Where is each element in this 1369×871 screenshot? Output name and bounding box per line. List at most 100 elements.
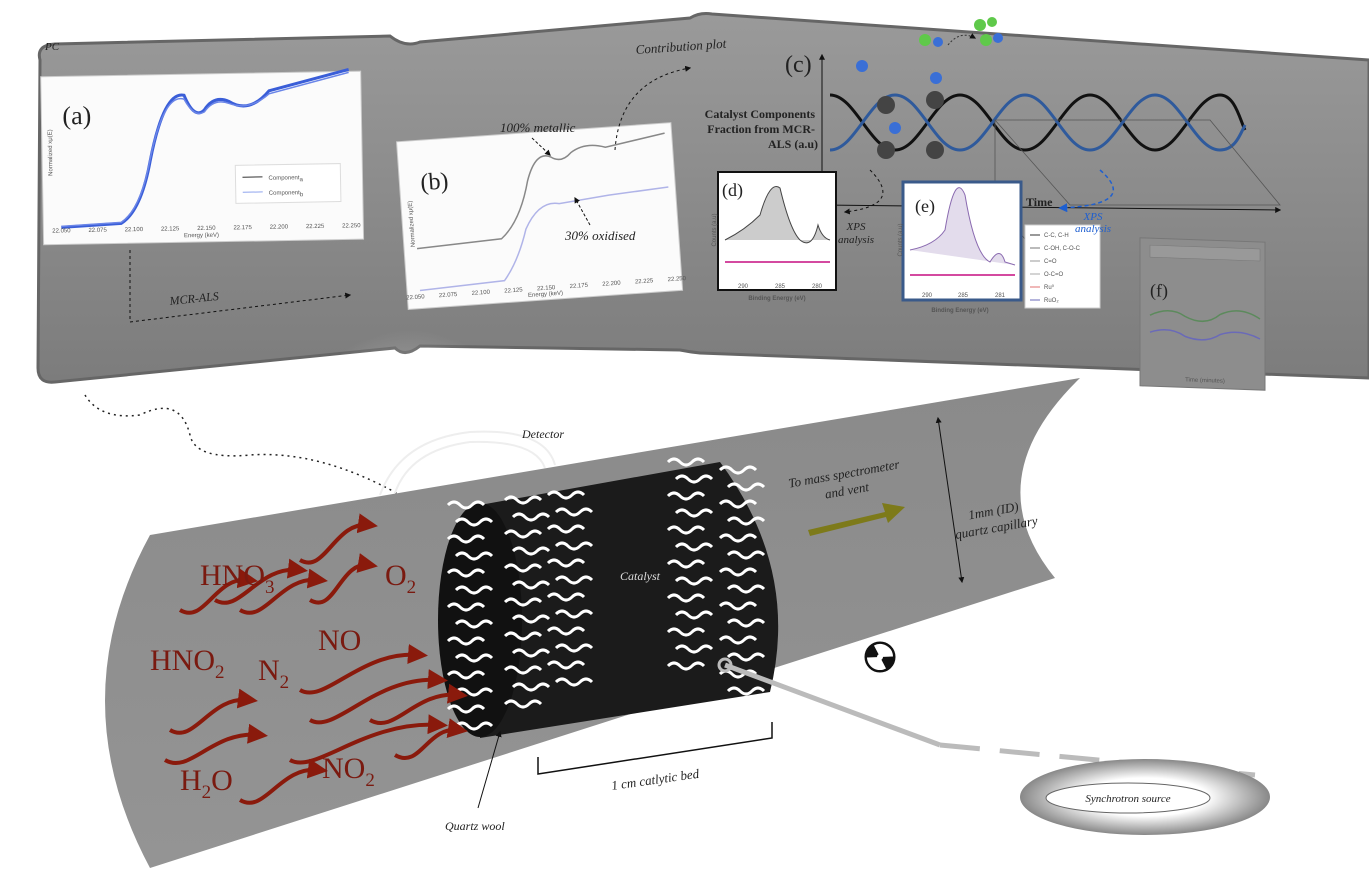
- wool-strand: [554, 643, 594, 653]
- shape: [909, 187, 1016, 266]
- shape: [856, 60, 868, 72]
- wool-strand: [674, 610, 714, 620]
- molecule: HNO2: [150, 644, 225, 683]
- dotted-link: [84, 394, 401, 496]
- wool-strand: [726, 482, 766, 492]
- shape: [1024, 224, 1101, 309]
- wool-strand: [718, 567, 758, 577]
- plot-f: (f) Time (minutes): [1139, 237, 1266, 391]
- beam-spot: [717, 657, 733, 673]
- text-part: NO: [318, 624, 361, 657]
- xps-arrow-right: [1058, 169, 1114, 213]
- x-tick-label: 22.075: [439, 292, 458, 299]
- wool-strand: [554, 575, 594, 585]
- plot-d: (d) Counts (a.u) Binding Energy (eV) 290…: [712, 171, 837, 302]
- flow-arrow: [213, 558, 308, 605]
- x-tick-label: 22.125: [504, 287, 523, 294]
- shape: [926, 91, 944, 109]
- text-part: analysis: [1075, 223, 1111, 235]
- wool-strand: [674, 576, 714, 586]
- text-part: Catalyst Components: [705, 107, 816, 121]
- wool-arrow: [477, 730, 502, 809]
- shape: [919, 34, 931, 46]
- wool-strand: [454, 585, 494, 595]
- catalyst-bed: [480, 462, 779, 738]
- wool-strand: [503, 597, 543, 607]
- text-part: a: [300, 177, 304, 183]
- wool-strand: [718, 499, 758, 509]
- shape: 22.050 22.075 22.100 22.125 22.150 22.175 22.2…: [52, 223, 361, 234]
- detector: [379, 430, 556, 496]
- wool-strand: [726, 516, 766, 526]
- legend-label: C-C, C-H: [1044, 233, 1069, 239]
- wool-strand: [446, 500, 486, 510]
- plot-a: (a) Normalized xμ(E) Energy (keV) 22.050…: [40, 67, 365, 246]
- wool-strand: [666, 525, 706, 535]
- wool-strand: [726, 584, 766, 594]
- x-tick-label: 22.200: [270, 224, 289, 230]
- legend-label: C-OH, C-O-C: [1044, 246, 1081, 252]
- x-tick-label: 22.150: [197, 226, 216, 232]
- synchrotron-inner: [1045, 782, 1211, 814]
- flow-arrow: [308, 669, 448, 725]
- wool-strand: [674, 474, 714, 484]
- text-part: 2: [365, 770, 375, 791]
- wool-strand: [726, 686, 766, 696]
- shape: [416, 132, 665, 250]
- molecule: NO2: [322, 752, 375, 791]
- text-part: O: [211, 764, 233, 797]
- text-part: 2: [202, 782, 212, 803]
- shape: [974, 19, 986, 31]
- wool-strand: [546, 524, 586, 534]
- shape: Counts (a.u): [712, 213, 718, 246]
- shape: [866, 644, 894, 671]
- contribution-arrow: [614, 65, 692, 151]
- wool-strand: [666, 559, 706, 569]
- text-part: N: [258, 654, 280, 687]
- shape: Energy (keV): [184, 233, 219, 240]
- molecule: NO: [318, 624, 361, 657]
- catalyst-label: Catalyst: [620, 569, 661, 583]
- flow-arrow: [238, 568, 328, 615]
- wool-strand: [503, 699, 543, 709]
- molecule: H2O: [180, 764, 233, 803]
- bed-label: 1 cm catlytic bed: [610, 766, 700, 793]
- wool-strand: [503, 529, 543, 539]
- text-part: HNO: [200, 559, 265, 592]
- source-label: Synchrotron source: [1085, 793, 1170, 805]
- text-part: NO: [322, 752, 365, 785]
- shape: [419, 186, 669, 292]
- wool-strand: [511, 682, 551, 692]
- legend-label: O-C=O: [1044, 272, 1064, 278]
- wool-strand: [446, 568, 486, 578]
- plot-e: (e) Counts (a.u) Binding Energy (eV) 290…: [898, 180, 1101, 314]
- wool-strand: [446, 534, 486, 544]
- wool-strand: [554, 677, 594, 687]
- shape: [1139, 237, 1266, 391]
- x-tick-label: 22.175: [233, 225, 252, 231]
- shape: [926, 141, 944, 159]
- wool-strand: [718, 635, 758, 645]
- x-tick-label: 22.250: [342, 223, 361, 229]
- x-tick-label: 22.050: [406, 294, 425, 301]
- flow-arrow: [288, 714, 448, 765]
- xps-right: XPS analysis: [1075, 211, 1111, 235]
- x-tick-label: 22.175: [569, 283, 588, 290]
- molecule: N2: [258, 654, 289, 693]
- mcr-label: MCR-ALS: [168, 289, 220, 308]
- flow-arrow: [178, 568, 258, 615]
- wool-strand: [718, 601, 758, 611]
- capillary-arrow: [949, 499, 965, 584]
- shape: 290: [738, 284, 749, 290]
- shape: Counts (a.u): [898, 223, 904, 256]
- flow-arrow: [238, 758, 328, 805]
- wool-strand: [511, 580, 551, 590]
- oxidised-label: 30% oxidised: [564, 228, 636, 243]
- oxidised-arrow: [574, 196, 591, 226]
- text-part: ALS (a.u): [768, 137, 818, 151]
- shape: [40, 70, 365, 246]
- wool-strand: [674, 644, 714, 654]
- text-part: Component: [269, 190, 300, 197]
- wool-strand: [546, 558, 586, 568]
- wool-strand: [454, 517, 494, 527]
